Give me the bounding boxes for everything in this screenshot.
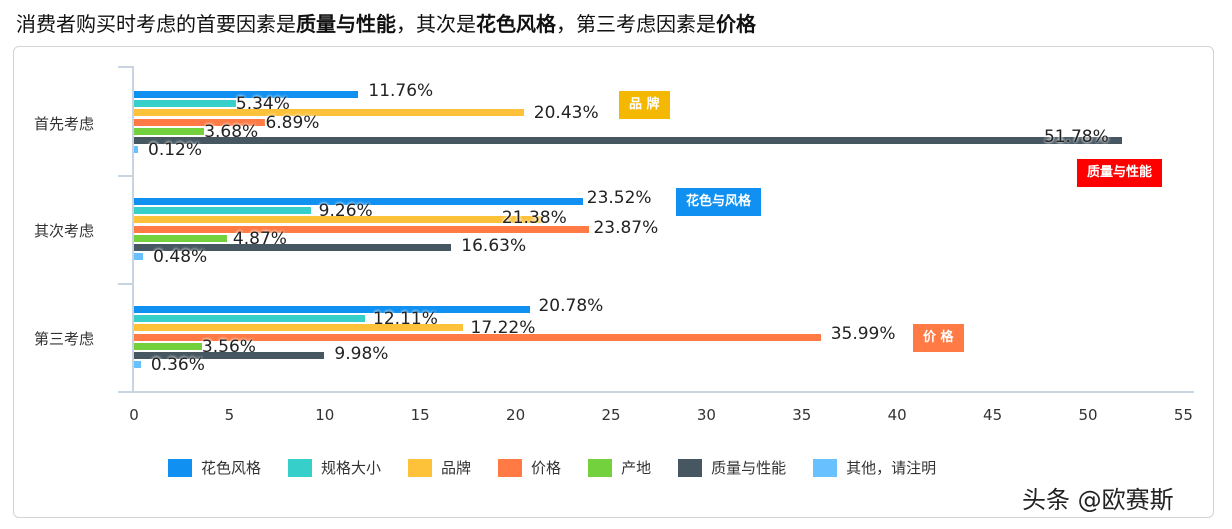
bar-value-label: 4.87% [232,228,287,249]
legend-item[interactable]: 质量与性能 [678,457,786,478]
legend-swatch-icon [288,458,313,477]
bar [134,118,266,126]
legend-label: 规格大小 [321,459,382,477]
title-highlight-quality: 质量与性能 [296,12,396,36]
x-tick-label: 40 [887,406,907,424]
legend-label: 质量与性能 [711,459,787,477]
x-tick-label: 10 [315,406,335,424]
bar-value-label: 20.78% [538,296,604,316]
y-axis-tick [118,66,133,68]
bar-value-label: 9.26% [318,201,373,222]
bar [134,207,311,215]
bar-value-label: 51.78% [1043,127,1109,147]
x-tick-label: 30 [696,406,716,424]
legend-label: 品牌 [441,459,472,477]
bar-value-label: 11.76% [368,81,434,101]
bar [134,253,144,261]
bar [134,306,531,313]
bar [134,146,138,154]
title-highlight-style: 花色风格 [476,12,556,36]
bar [134,100,236,108]
bar [134,352,325,359]
y-axis-line [132,66,134,392]
bar-value-label: 5.34% [235,94,290,115]
bar-value-label: 9.98% [334,344,389,364]
bar [134,198,583,205]
bar-value-label: 35.99% [830,323,896,344]
bar-value-label: 0.48% [153,247,208,268]
chart-legend: 花色风格 规格大小 品牌 价格 产地 质量与性能 其他，请注明 [168,457,963,478]
bar [134,225,590,233]
title-highlight-price: 价格 [716,12,756,36]
bar-value-label: 23.52% [586,188,652,208]
bar-value-label: 23.87% [593,217,659,238]
y-axis-tick [118,175,133,177]
title-text: 消费者购买时考虑的首要因素是 [16,12,296,36]
bar-value-label: 6.89% [265,112,320,133]
legend-swatch-icon [168,458,192,477]
annotation-brand-tag: 品 牌 [619,91,670,119]
x-tick-label: 15 [410,406,430,424]
legend-swatch-icon [408,458,433,477]
bar-value-label: 17.22% [470,318,536,339]
x-tick-label: 55 [1173,406,1193,424]
legend-item[interactable]: 品牌 [408,457,471,478]
x-tick-label: 20 [506,406,526,424]
title-text: ，第三考虑因素是 [556,12,716,36]
chart-card [13,46,1214,518]
category-label-third: 第三考虑 [34,330,95,348]
annotation-style-tag: 花色与风格 [676,188,762,216]
bar-value-label: 20.43% [533,103,599,124]
annotation-quality-tag: 质量与性能 [1077,159,1163,187]
legend-label: 花色风格 [201,459,262,477]
legend-item[interactable]: 其他，请注明 [813,457,936,478]
bar-value-label: 16.63% [461,236,527,256]
legend-item[interactable]: 价格 [498,457,561,478]
category-label-first: 首先考虑 [34,115,95,133]
legend-label: 价格 [531,459,562,477]
x-tick-label: 45 [983,406,1003,424]
bar [134,137,1122,144]
legend-item[interactable]: 花色风格 [168,457,261,478]
bar-value-label: 0.12% [148,140,203,161]
x-axis-line [132,391,1194,393]
legend-swatch-icon [678,458,703,477]
bar [134,216,542,224]
category-label-second: 其次考虑 [34,222,95,240]
annotation-price-tag: 价 格 [913,324,964,352]
legend-item[interactable]: 规格大小 [288,457,381,478]
bar [134,315,366,323]
y-axis-tick [118,391,133,393]
legend-swatch-icon [813,458,838,477]
bar-value-label: 12.11% [373,309,438,330]
bar [134,234,227,242]
bar-value-label: 0.36% [150,355,205,376]
bar-value-label: 21.38% [501,208,567,229]
legend-item[interactable]: 产地 [588,457,651,478]
legend-swatch-icon [588,458,613,477]
bar [134,91,359,98]
bar [134,127,205,135]
x-tick-label: 5 [224,406,235,424]
bar [134,333,821,341]
legend-label: 产地 [621,459,652,477]
x-tick-label: 35 [792,406,812,424]
x-tick-label: 0 [129,406,139,424]
bar-value-label: 3.56% [201,336,256,357]
bar [134,324,463,332]
legend-swatch-icon [498,458,523,477]
bar-value-label: 3.68% [204,121,259,142]
x-tick-label: 50 [1078,406,1098,424]
title-text: ，其次是 [396,12,476,36]
legend-label: 其他，请注明 [846,459,937,477]
y-axis-tick [118,283,133,285]
chart-title: 消费者购买时考虑的首要因素是质量与性能，其次是花色风格，第三考虑因素是价格 [16,8,756,37]
bar [134,342,202,350]
bar [134,109,524,117]
watermark: 头条 @欧赛斯 [1022,486,1174,514]
bar [134,244,452,251]
bar [134,361,141,369]
x-tick-label: 25 [601,406,621,424]
